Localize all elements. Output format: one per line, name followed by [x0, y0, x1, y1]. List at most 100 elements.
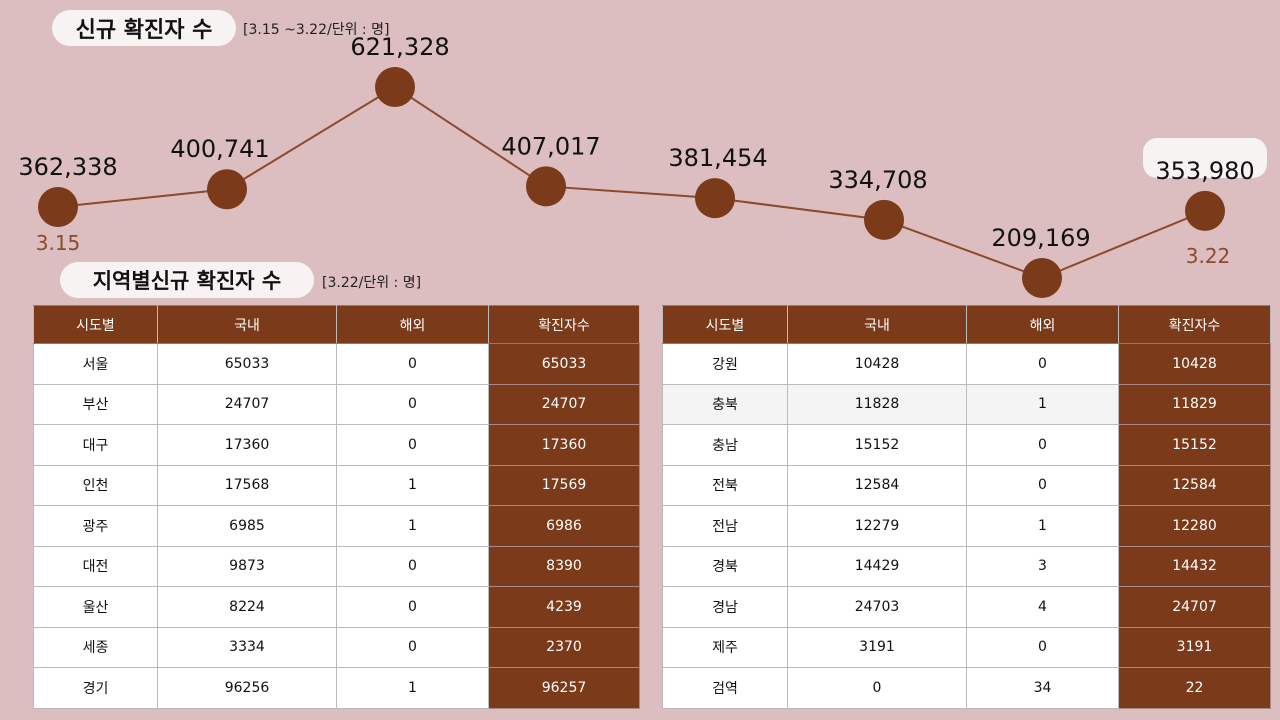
- table-cell: 17360: [157, 424, 337, 466]
- table-cell: 24707: [1118, 586, 1271, 628]
- table-row: 충남 15152 0 15152: [662, 424, 1271, 466]
- data-label: 621,328: [350, 33, 449, 61]
- table-cell: 0: [336, 545, 489, 587]
- data-label: 381,454: [668, 144, 767, 172]
- table-cell: 1: [336, 505, 489, 547]
- table-row: 세종 3334 0 2370: [33, 626, 640, 668]
- data-label: 407,017: [501, 132, 600, 160]
- table-row: 전남 12279 1 12280: [662, 505, 1271, 547]
- data-label: 209,169: [991, 224, 1090, 252]
- data-point: [38, 187, 78, 228]
- table-cell: 검역: [662, 667, 788, 709]
- table-cell: 0: [336, 383, 489, 425]
- table-header-row: 시도별 국내 해외 확진자수: [662, 305, 1271, 344]
- table-cell: 0: [966, 424, 1119, 466]
- table-row: 전북 12584 0 12584: [662, 464, 1271, 506]
- table-cell: 3191: [787, 626, 967, 668]
- table-cell: 서울: [33, 343, 158, 385]
- table-cell: 경북: [662, 545, 788, 587]
- table-cell: 11828: [787, 383, 967, 425]
- x-tick-label: 3.22: [1186, 244, 1231, 268]
- table-cell: 1: [336, 667, 489, 709]
- table-cell: 1: [966, 383, 1119, 425]
- table-row: 울산 8224 0 4239: [33, 586, 640, 628]
- table-cell: 3191: [1118, 626, 1271, 668]
- regional-subtitle: [3.22/단위 : 명]: [322, 275, 422, 291]
- column-header: 확진자수: [1118, 305, 1271, 344]
- series-line: [57, 85, 1206, 280]
- chart-subtitle: [3.15 ~3.22/단위 : 명]: [243, 22, 390, 38]
- data-point: [695, 178, 735, 219]
- regional-table-right: 시도별 국내 해외 확진자수 강원 10428 0 10428 충북 11828 1 11829 충남 1…: [662, 305, 1271, 709]
- table-cell: 0: [336, 424, 489, 466]
- data-point: [1022, 258, 1062, 298]
- table-cell: 대전: [33, 545, 158, 587]
- table-cell: 17360: [488, 424, 640, 466]
- table-row: 인천 17568 1 17569: [33, 464, 640, 506]
- table-cell: 0: [966, 343, 1119, 385]
- table-cell: 6985: [157, 505, 337, 547]
- table-cell: 12280: [1118, 505, 1271, 547]
- table-cell: 12584: [787, 464, 967, 506]
- column-header: 시도별: [33, 305, 158, 344]
- table-cell: 충남: [662, 424, 788, 466]
- table-cell: 14432: [1118, 545, 1271, 587]
- data-label: 334,708: [828, 166, 927, 194]
- table-cell: 9873: [157, 545, 337, 587]
- table-cell: 제주: [662, 626, 788, 668]
- table-cell: 경남: [662, 586, 788, 628]
- table-cell: 3334: [157, 626, 337, 668]
- table-cell: 24703: [787, 586, 967, 628]
- data-point: [375, 67, 415, 107]
- table-cell: 65033: [488, 343, 640, 385]
- table-cell: 24707: [488, 383, 640, 425]
- data-point: [864, 199, 904, 240]
- table-cell: 24707: [157, 383, 337, 425]
- table-cell: 4: [966, 586, 1119, 628]
- data-point: [207, 169, 247, 210]
- table-cell: 0: [336, 343, 489, 385]
- x-tick-label: 3.15: [36, 231, 81, 255]
- table-row: 경기 96256 1 96257: [33, 667, 640, 709]
- table-cell: 96256: [157, 667, 337, 709]
- table-cell: 96257: [488, 667, 640, 709]
- table-cell: 경기: [33, 667, 158, 709]
- table-cell: 22: [1118, 667, 1271, 709]
- table-row: 부산 24707 0 24707: [33, 383, 640, 425]
- table-cell: 6986: [488, 505, 640, 547]
- column-header: 해외: [336, 305, 489, 344]
- table-cell: 0: [966, 626, 1119, 668]
- table-cell: 1: [966, 505, 1119, 547]
- table-row: 광주 6985 1 6986: [33, 505, 640, 547]
- table-cell: 대구: [33, 424, 158, 466]
- data-point: [1185, 190, 1225, 231]
- table-cell: 2370: [488, 626, 640, 668]
- table-cell: 8224: [157, 586, 337, 628]
- table-cell: 0: [336, 586, 489, 628]
- table-cell: 11829: [1118, 383, 1271, 425]
- column-header: 확진자수: [488, 305, 640, 344]
- table-cell: 광주: [33, 505, 158, 547]
- table-header-row: 시도별 국내 해외 확진자수: [33, 305, 640, 344]
- regional-title: 지역별신규 확진자 수: [60, 262, 314, 298]
- table-row: 강원 10428 0 10428: [662, 343, 1271, 385]
- table-row: 대전 9873 0 8390: [33, 545, 640, 587]
- table-cell: 강원: [662, 343, 788, 385]
- column-header: 국내: [157, 305, 337, 344]
- regional-table-left: 시도별 국내 해외 확진자수 서울 65033 0 65033 부산 24707 0 24707 대구 1…: [33, 305, 640, 709]
- table-row: 대구 17360 0 17360: [33, 424, 640, 466]
- column-header: 국내: [787, 305, 967, 344]
- table-cell: 충북: [662, 383, 788, 425]
- line-chart: 362,338 400,741 621,328 407,017 381,454 334,7…: [18, 33, 1255, 298]
- table-cell: 세종: [33, 626, 158, 668]
- table-cell: 전남: [662, 505, 788, 547]
- table-cell: 울산: [33, 586, 158, 628]
- chart-title: 신규 확진자 수: [52, 10, 236, 46]
- table-cell: 12279: [787, 505, 967, 547]
- table-cell: 8390: [488, 545, 640, 587]
- table-cell: 3: [966, 545, 1119, 587]
- table-cell: 17568: [157, 464, 337, 506]
- table-cell: 10428: [1118, 343, 1271, 385]
- table-cell: 0: [787, 667, 967, 709]
- table-row: 서울 65033 0 65033: [33, 343, 640, 385]
